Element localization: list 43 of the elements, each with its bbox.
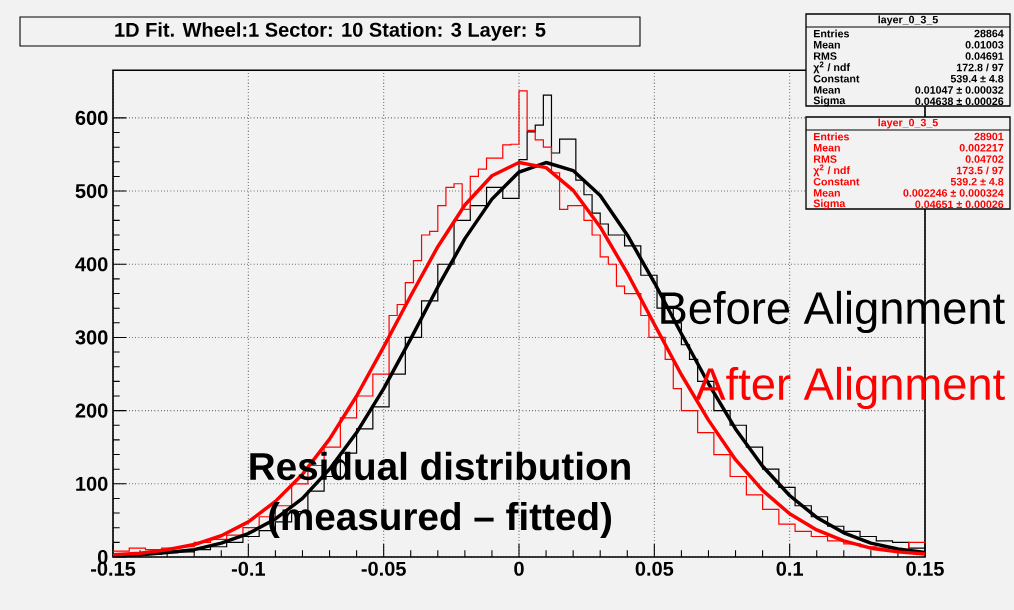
y-tick-label: 500: [75, 183, 108, 199]
annotation: Sigma: [813, 96, 846, 107]
x-tick-label: -0.05: [361, 561, 406, 576]
annotation: Sigma: [813, 199, 846, 210]
x-tick-label: 0.05: [635, 561, 674, 576]
annotation: Mean: [813, 86, 840, 94]
text: 172.8 / 97: [956, 63, 1004, 72]
annotation: Entries: [813, 132, 849, 141]
text: 0.002217: [959, 144, 1004, 152]
annotation: Mean: [813, 189, 840, 197]
text: Entries: [813, 29, 849, 38]
x-tick-label: -0.1: [231, 561, 266, 576]
x-tick-label: 0: [514, 561, 524, 576]
y-tick-label: 600: [75, 110, 108, 125]
y-tick-label: 100: [76, 476, 108, 491]
text: layer_0_3_5: [878, 15, 938, 26]
annotation: χ$^{2}$ / ndf: [813, 164, 851, 177]
annotation: Constant: [813, 74, 860, 83]
annotation: 0.002246 ± 0.000324: [903, 189, 1004, 197]
annotation: RMS: [813, 155, 837, 163]
text: 539.4 ± 4.8: [950, 74, 1004, 83]
annotation: 0.04638 ± 0.00026: [915, 97, 1004, 106]
y-tick-label: 400: [75, 257, 108, 272]
x-tick-label: 0.1: [776, 561, 804, 576]
chart-title: 1D Fit. Wheel:1 Sector: 10 Station: 3 Layer: 5: [115, 22, 546, 41]
text: 173.5 / 97: [956, 166, 1004, 175]
annotation: 0.01047 ± 0.00032: [915, 86, 1004, 94]
text: RMS: [813, 52, 837, 60]
text: 28864: [974, 29, 1004, 38]
text: 0.01003: [965, 41, 1004, 49]
text: Mean: [813, 41, 840, 49]
annotation: Mean: [813, 144, 840, 152]
text: 0.04702: [965, 155, 1004, 163]
text: 28901: [974, 132, 1004, 141]
y-tick-label: 300: [75, 330, 108, 345]
text: 0.04691: [965, 52, 1004, 60]
annotation: χ$^{2}$ / ndf: [813, 61, 851, 74]
x-tick-label: 0.15: [906, 561, 944, 576]
annotation: 0.04651 ± 0.00026: [915, 200, 1004, 209]
annotation: Constant: [813, 177, 860, 186]
text: 539.2 ± 4.8: [950, 177, 1004, 186]
y-tick-label: 200: [75, 403, 108, 418]
annotation: layer_0_3_5: [878, 118, 938, 129]
